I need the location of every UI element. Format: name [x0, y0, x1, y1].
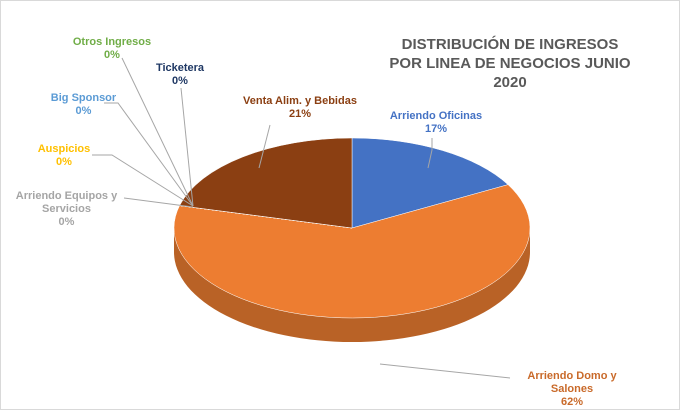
leader-line: [104, 102, 194, 207]
leader-line: [92, 154, 194, 207]
value-label: 21%: [288, 108, 312, 120]
value-label: 62%: [560, 396, 584, 408]
value-label: 0%: [104, 49, 120, 61]
category-label: Arriendo Domo y Salones: [527, 370, 617, 395]
data-label: Ticketera 0%: [142, 62, 218, 88]
category-label: Venta Alim. y Bebidas: [243, 95, 357, 107]
value-label: 0%: [172, 75, 188, 87]
category-label: Arriendo Equipos y Servicios: [15, 190, 118, 215]
value-label: 0%: [56, 156, 72, 168]
category-label: Arriendo Oficinas: [389, 110, 483, 122]
pie-sides: [174, 228, 530, 342]
category-label: Big Sponsor: [50, 92, 117, 104]
value-label: 0%: [58, 216, 75, 228]
data-label: Venta Alim. y Bebidas 21%: [215, 95, 385, 121]
data-label: Arriendo Domo y Salones 62%: [512, 370, 632, 409]
slice-side: [174, 228, 530, 342]
category-label: Otros Ingresos: [72, 36, 152, 48]
slice: [351, 137, 509, 229]
data-label: Arriendo Equipos y Servicios 0%: [4, 190, 129, 229]
leader-line: [121, 57, 194, 207]
data-label: Otros Ingresos 0%: [62, 36, 162, 62]
pie-tops: [173, 137, 531, 319]
value-label: 0%: [75, 105, 92, 117]
data-label: Auspicios 0%: [24, 143, 104, 169]
data-label: Big Sponsor 0%: [36, 92, 131, 118]
slice: [173, 184, 531, 319]
data-label: Arriendo Oficinas 17%: [376, 110, 496, 136]
category-label: Auspicios: [37, 143, 91, 155]
leader-line: [123, 197, 194, 208]
leader-line: [379, 363, 511, 379]
value-label: 17%: [424, 123, 448, 135]
leader-line: [427, 138, 433, 169]
category-label: Ticketera: [155, 62, 205, 74]
chart-title: DISTRIBUCIÓN DE INGRESOS POR LINEA DE NE…: [389, 36, 631, 91]
leader-line: [180, 87, 194, 207]
leader-line: [258, 124, 271, 169]
